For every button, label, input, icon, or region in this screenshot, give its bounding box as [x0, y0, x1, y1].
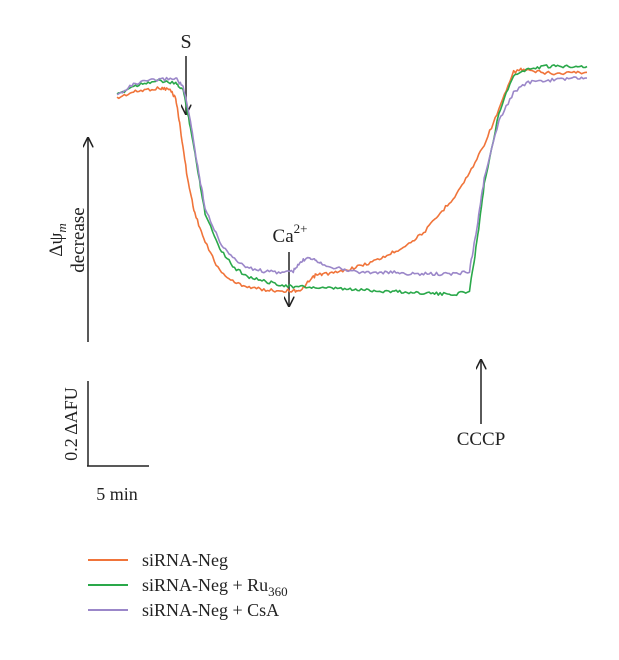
scale-bar-y-label: 0.2 ΔAFU: [61, 387, 81, 461]
y-axis-title: Δψm decrease: [46, 207, 89, 272]
ylabel-symbol: Δψ: [46, 233, 67, 257]
s-label: S: [180, 31, 191, 53]
scale-bar-x-label: 5 min: [96, 484, 138, 504]
series-line-sirna-neg-ru360: [116, 64, 588, 297]
series-line-sirna-neg: [116, 67, 588, 293]
ca-label: Ca2+: [273, 221, 308, 247]
legend-label: siRNA-Neg: [142, 550, 228, 570]
series-line-sirna-neg-csa: [116, 76, 588, 277]
legend-label: siRNA-Neg + CsA: [142, 600, 279, 620]
ylabel-subscript: m: [54, 223, 69, 232]
cccp-label: CCCP: [457, 429, 506, 450]
ylabel-word: decrease: [68, 207, 89, 272]
series-layer: [116, 64, 588, 297]
svg-text:Δψm: Δψm: [46, 223, 69, 257]
legend-label: siRNA-Neg + Ru360: [142, 575, 288, 599]
